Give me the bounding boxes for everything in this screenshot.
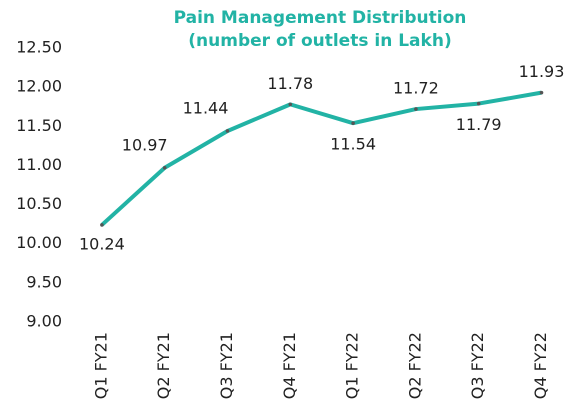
x-tick-label: Q3 FY22	[468, 332, 487, 399]
point	[225, 129, 230, 133]
data-label: 10.24	[79, 234, 125, 253]
x-tick-label: Q4 FY21	[280, 332, 299, 399]
data-label: 11.78	[267, 74, 313, 93]
data-label: 11.54	[330, 135, 376, 154]
x-tick-label: Q2 FY21	[154, 332, 173, 399]
point	[351, 121, 355, 125]
x-tick-label: Q4 FY22	[531, 332, 550, 399]
y-tick-label: 12.00	[16, 77, 62, 96]
y-tick-label: 11.50	[16, 116, 62, 135]
x-tick-label: Q2 FY22	[405, 332, 424, 399]
data-label: 11.93	[519, 62, 565, 81]
chart-subtitle: (number of outlets in Lakh)	[188, 31, 451, 51]
point	[539, 90, 544, 95]
y-tick-label: 9.50	[26, 272, 62, 291]
data-label: 11.44	[183, 98, 229, 117]
point	[414, 107, 418, 111]
chart-title: Pain Management Distribution	[174, 8, 467, 28]
point	[476, 101, 481, 106]
x-tick-label: Q1 FY22	[343, 332, 362, 399]
point	[162, 165, 167, 170]
point	[288, 102, 293, 107]
x-tick-label: Q1 FY21	[91, 332, 110, 399]
data-label: 11.79	[456, 115, 502, 134]
data-label: 10.97	[122, 135, 168, 154]
y-tick-label: 10.50	[16, 194, 62, 213]
x-tick-label: Q3 FY21	[217, 332, 236, 399]
y-tick-label: 11.00	[16, 155, 62, 174]
line	[100, 90, 542, 227]
point	[100, 223, 104, 227]
y-tick-label: 12.50	[16, 38, 62, 57]
y-tick-label: 10.00	[16, 233, 62, 252]
data-label: 11.72	[393, 79, 439, 98]
y-tick-label: 9.00	[26, 312, 62, 331]
